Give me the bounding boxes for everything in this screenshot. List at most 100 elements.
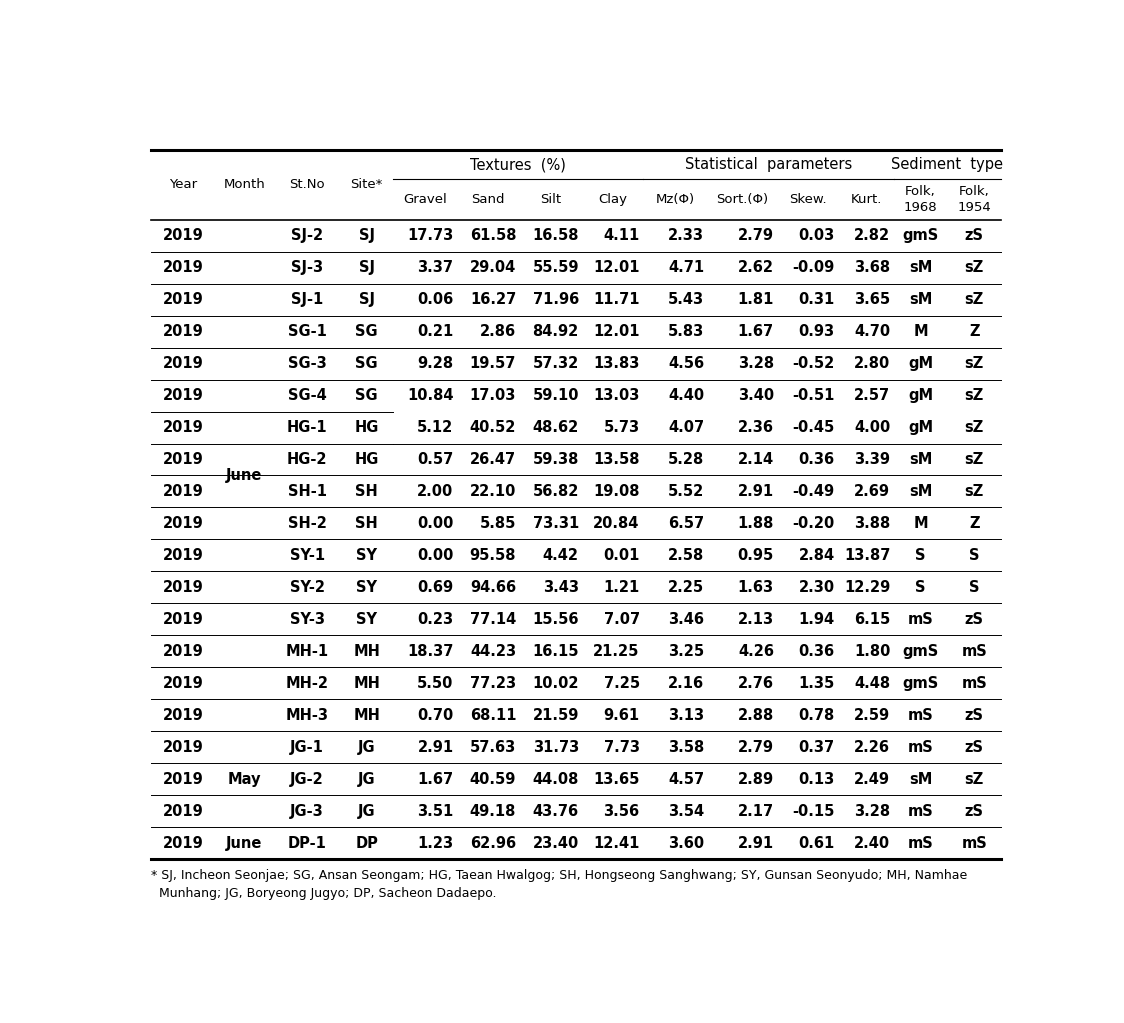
Text: 0.21: 0.21	[417, 324, 454, 339]
Text: SY-2: SY-2	[290, 580, 325, 595]
Text: 0.03: 0.03	[798, 228, 835, 243]
Text: Textures  (%): Textures (%)	[470, 158, 565, 173]
Text: 5.28: 5.28	[668, 452, 704, 468]
Text: mS: mS	[961, 676, 987, 691]
Text: 2019: 2019	[163, 771, 203, 787]
Text: sM: sM	[909, 771, 932, 787]
Text: SJ: SJ	[359, 260, 374, 275]
Text: mS: mS	[961, 643, 987, 659]
Text: 43.76: 43.76	[533, 804, 579, 818]
Text: 2.17: 2.17	[737, 804, 774, 818]
Text: 17.03: 17.03	[470, 388, 516, 403]
Text: 16.58: 16.58	[533, 228, 579, 243]
Text: 1.35: 1.35	[798, 676, 835, 691]
Text: gM: gM	[908, 388, 933, 403]
Text: SY: SY	[356, 548, 378, 563]
Text: 6.15: 6.15	[854, 612, 890, 627]
Text: sM: sM	[909, 452, 932, 468]
Text: 0.36: 0.36	[799, 452, 835, 468]
Text: zS: zS	[964, 228, 984, 243]
Text: 16.15: 16.15	[533, 643, 579, 659]
Text: mS: mS	[908, 836, 933, 851]
Text: gmS: gmS	[903, 676, 939, 691]
Text: mS: mS	[961, 836, 987, 851]
Text: sZ: sZ	[964, 771, 984, 787]
Text: SG-4: SG-4	[288, 388, 326, 403]
Text: 5.43: 5.43	[668, 293, 704, 307]
Text: 68.11: 68.11	[470, 708, 516, 723]
Text: 4.40: 4.40	[668, 388, 704, 403]
Text: St.No: St.No	[289, 178, 325, 191]
Text: 13.58: 13.58	[593, 452, 640, 468]
Text: JG: JG	[357, 804, 375, 818]
Text: 5.50: 5.50	[417, 676, 454, 691]
Text: 9.28: 9.28	[417, 356, 454, 371]
Text: 0.01: 0.01	[604, 548, 640, 563]
Text: 2.00: 2.00	[417, 484, 454, 499]
Text: 12.29: 12.29	[844, 580, 890, 595]
Text: 0.00: 0.00	[417, 548, 454, 563]
Text: 2.91: 2.91	[417, 740, 454, 755]
Text: 1.80: 1.80	[854, 643, 890, 659]
Text: 3.58: 3.58	[668, 740, 704, 755]
Text: Z: Z	[969, 324, 979, 339]
Text: SY-3: SY-3	[290, 612, 325, 627]
Text: sM: sM	[909, 484, 932, 499]
Text: June: June	[226, 468, 263, 483]
Text: 13.83: 13.83	[593, 356, 640, 371]
Text: 0.57: 0.57	[417, 452, 454, 468]
Text: Sediment  type: Sediment type	[891, 158, 1004, 173]
Text: 12.01: 12.01	[593, 324, 640, 339]
Text: 3.39: 3.39	[854, 452, 890, 468]
Text: 0.36: 0.36	[799, 643, 835, 659]
Text: 7.07: 7.07	[604, 612, 640, 627]
Text: Mz(Φ): Mz(Φ)	[655, 193, 695, 206]
Text: mS: mS	[908, 708, 933, 723]
Text: S: S	[915, 548, 926, 563]
Text: 77.14: 77.14	[470, 612, 516, 627]
Text: SH-1: SH-1	[288, 484, 327, 499]
Text: 0.95: 0.95	[737, 548, 774, 563]
Text: SJ-1: SJ-1	[291, 293, 324, 307]
Text: 84.92: 84.92	[533, 324, 579, 339]
Text: Sort.(Φ): Sort.(Φ)	[716, 193, 769, 206]
Text: SG-1: SG-1	[288, 324, 327, 339]
Text: 4.11: 4.11	[604, 228, 640, 243]
Text: sZ: sZ	[964, 484, 984, 499]
Text: gM: gM	[908, 356, 933, 371]
Text: 18.37: 18.37	[407, 643, 454, 659]
Text: 0.61: 0.61	[798, 836, 835, 851]
Text: 26.47: 26.47	[470, 452, 516, 468]
Text: 2019: 2019	[163, 324, 203, 339]
Text: 3.13: 3.13	[668, 708, 704, 723]
Text: SG: SG	[355, 388, 378, 403]
Text: 4.42: 4.42	[543, 548, 579, 563]
Text: zS: zS	[964, 708, 984, 723]
Text: sZ: sZ	[964, 356, 984, 371]
Text: 2019: 2019	[163, 356, 203, 371]
Text: JG: JG	[357, 771, 375, 787]
Text: 2.69: 2.69	[854, 484, 890, 499]
Text: 2.36: 2.36	[738, 420, 774, 435]
Text: 2.80: 2.80	[854, 356, 890, 371]
Text: 2019: 2019	[163, 580, 203, 595]
Text: 2019: 2019	[163, 643, 203, 659]
Text: 3.40: 3.40	[737, 388, 774, 403]
Text: DP-1: DP-1	[288, 836, 327, 851]
Text: 3.51: 3.51	[417, 804, 454, 818]
Text: Sand: Sand	[472, 193, 505, 206]
Text: SH: SH	[355, 484, 378, 499]
Text: MH: MH	[353, 643, 380, 659]
Text: 3.37: 3.37	[417, 260, 454, 275]
Text: 4.71: 4.71	[668, 260, 704, 275]
Text: SY: SY	[356, 580, 378, 595]
Text: M: M	[914, 324, 928, 339]
Text: SJ: SJ	[359, 228, 374, 243]
Text: 2.57: 2.57	[854, 388, 890, 403]
Text: zS: zS	[964, 612, 984, 627]
Text: 2.76: 2.76	[738, 676, 774, 691]
Text: 40.59: 40.59	[470, 771, 516, 787]
Text: MH: MH	[353, 708, 380, 723]
Text: 4.57: 4.57	[668, 771, 704, 787]
Text: 20.84: 20.84	[593, 516, 640, 531]
